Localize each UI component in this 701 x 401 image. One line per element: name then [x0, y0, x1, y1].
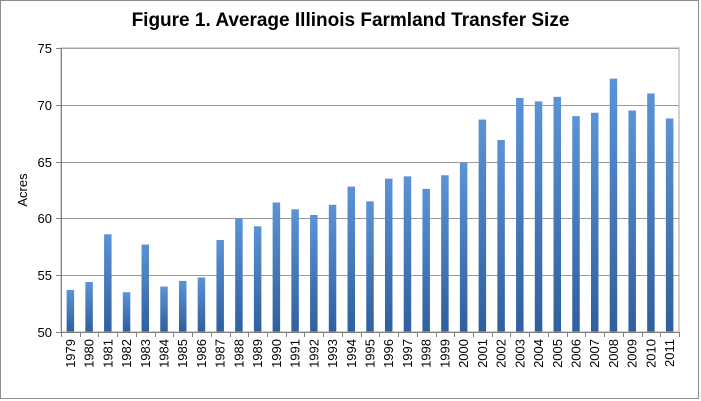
x-tick-label: 1999 [437, 339, 452, 368]
x-tick-label: 1989 [250, 339, 265, 368]
x-tick-label: 1994 [344, 339, 359, 368]
x-tick-label: 2010 [643, 339, 658, 368]
bar-1991 [291, 209, 299, 332]
x-tick-label: 1979 [63, 339, 78, 368]
bar-1979 [66, 289, 75, 332]
bar-2011 [665, 118, 674, 332]
x-tick-label: 2005 [550, 339, 565, 368]
x-tick-label: 1991 [288, 339, 303, 368]
bar-1982 [122, 292, 131, 332]
bar-2008 [609, 78, 618, 332]
y-axis-title: Acres [15, 173, 30, 207]
bar-1993 [328, 204, 337, 332]
x-tick-label: 2000 [456, 339, 471, 368]
axes [56, 47, 680, 337]
x-tick-label: 1995 [363, 339, 378, 368]
x-tick-label: 1990 [269, 339, 284, 368]
x-tick-label: 1984 [157, 339, 172, 368]
x-tick-label: 1987 [213, 339, 228, 368]
x-tick-label: 1992 [306, 339, 321, 368]
x-tick-label: 2011 [662, 339, 677, 367]
bars [66, 78, 674, 333]
y-tick-label: 55 [38, 268, 52, 283]
bar-1996 [384, 178, 393, 332]
y-tick-label: 75 [38, 41, 52, 56]
chart-title: Figure 1. Average Illinois Farmland Tran… [131, 10, 570, 31]
bar-1983 [141, 244, 150, 332]
bar-2002 [497, 140, 505, 332]
y-tick-label: 65 [38, 155, 52, 170]
bar-1997 [403, 176, 412, 332]
bar-1988 [235, 218, 243, 332]
bar-2005 [553, 96, 562, 333]
bar-2007 [590, 112, 599, 332]
bar-1986 [197, 277, 206, 332]
bar-1989 [253, 226, 262, 332]
x-tick-label: 1983 [138, 339, 153, 368]
x-tick-label: 1981 [100, 339, 115, 368]
x-tick-label: 1993 [325, 339, 340, 368]
y-tick-label: 50 [38, 325, 52, 340]
bar-1984 [160, 286, 168, 332]
bar-2004 [534, 101, 543, 332]
x-tick-label: 2003 [512, 339, 527, 368]
x-tick-label: 1997 [400, 339, 415, 368]
x-tick-label: 1998 [419, 339, 434, 368]
bar-2010 [647, 93, 655, 332]
x-tick-label: 1985 [175, 339, 190, 368]
bar-1994 [347, 186, 356, 332]
x-tick-label: 1980 [82, 339, 97, 368]
bar-2009 [628, 110, 636, 332]
x-tick-label: 2009 [625, 339, 640, 368]
x-tick-label: 1986 [194, 339, 209, 368]
x-tick-label: 1996 [381, 339, 396, 368]
bar-1987 [216, 239, 224, 332]
bar-1998 [422, 188, 430, 332]
y-tick-label: 60 [38, 211, 52, 226]
x-tick-label: 2007 [587, 339, 602, 368]
x-tick-label: 1988 [231, 339, 246, 368]
bar-1995 [366, 201, 374, 332]
x-tick-label: 2006 [569, 339, 584, 368]
x-tick-label: 2004 [531, 339, 546, 368]
x-tick-label: 2008 [606, 339, 621, 368]
bar-1981 [104, 234, 112, 332]
x-tick-label: 1982 [119, 339, 134, 368]
bar-1985 [178, 280, 187, 332]
bar-2003 [516, 97, 524, 332]
bar-1992 [310, 214, 318, 332]
bar-2001 [478, 119, 487, 333]
bar-1990 [272, 202, 281, 332]
bar-2006 [572, 116, 580, 332]
x-tick-label: 2001 [475, 339, 490, 368]
bar-1980 [85, 282, 93, 332]
bar-1999 [441, 175, 449, 332]
bar-2000 [459, 162, 468, 332]
x-tick-label: 2002 [494, 339, 509, 368]
y-tick-label: 70 [38, 98, 52, 113]
